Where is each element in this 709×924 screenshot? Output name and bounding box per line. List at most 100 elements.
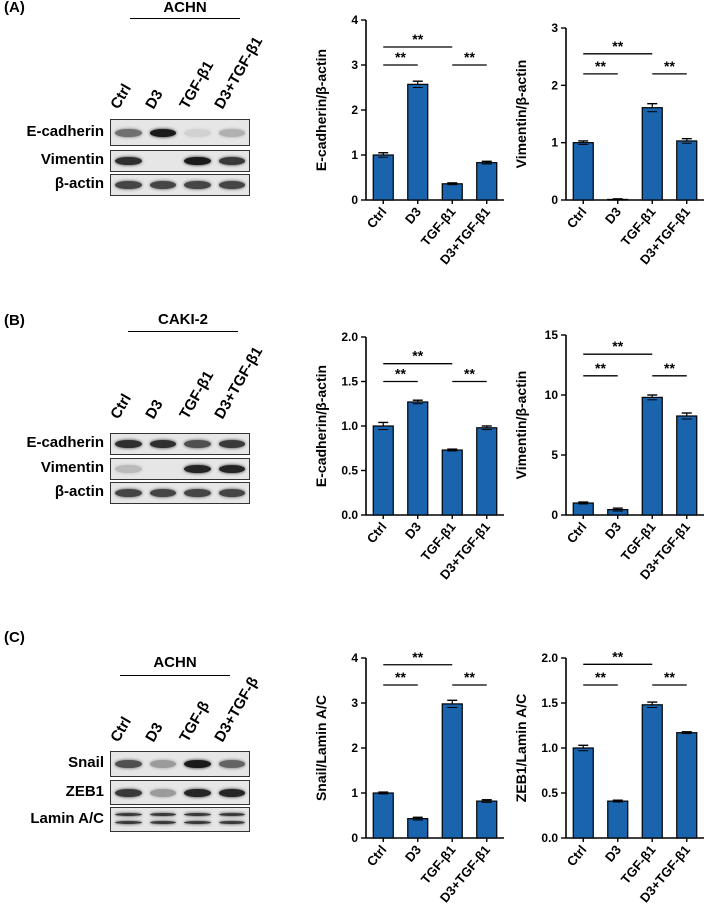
blot-band [115, 465, 142, 473]
blot-band [115, 813, 142, 817]
blot-band [184, 760, 211, 768]
blot-strip [110, 174, 250, 196]
bar [372, 154, 394, 201]
y-tick-label: 2.0 [341, 330, 358, 344]
significance-label: ** [595, 360, 606, 376]
y-tick-label: 0.0 [341, 508, 358, 522]
blot-band [184, 440, 211, 448]
blot-band [115, 788, 142, 797]
significance-label: ** [664, 58, 675, 74]
x-tick-label: Ctrl [564, 204, 590, 231]
y-tick-label: 3 [551, 21, 558, 35]
blot-strip [110, 150, 250, 172]
significance-label: ** [395, 366, 406, 382]
band-label: E-cadherin [26, 122, 104, 140]
blot-band [218, 465, 245, 473]
bar [476, 162, 498, 201]
y-tick-label: 3 [351, 58, 358, 72]
x-tick-label: Ctrl [564, 842, 590, 869]
y-axis-label: ZEB1/Lamin A/C [513, 694, 529, 802]
x-tick-label: Ctrl [364, 842, 390, 869]
blot-band [115, 820, 142, 824]
significance-label: ** [612, 648, 623, 664]
y-axis-label: Vimentin/β-actin [513, 60, 529, 169]
blot-band [149, 788, 176, 797]
panel-letter-a: (A) [4, 0, 25, 16]
blot-band [218, 157, 245, 165]
y-axis-label: E-cadherin/β-actin [313, 49, 329, 171]
lane-label: D3+TGF-β [210, 674, 262, 745]
bar [372, 425, 394, 516]
x-tick-label: D3 [602, 519, 624, 541]
y-tick-label: 0 [351, 831, 358, 845]
y-axis-label: Vimentin/β-actin [513, 371, 529, 480]
band-label: Snail [68, 754, 104, 771]
x-tick-label: D3 [402, 519, 424, 541]
significance-label: ** [412, 31, 423, 47]
y-axis-label: Snail/Lamin A/C [313, 695, 329, 801]
blot-band [115, 489, 142, 497]
blot-strip [110, 458, 250, 480]
bar [676, 140, 698, 201]
blot-band [149, 465, 176, 473]
y-tick-label: 0.5 [541, 786, 558, 800]
blot-band [149, 760, 176, 768]
blot-strip [110, 751, 250, 777]
significance-label: ** [395, 669, 406, 685]
cell-line-rule-b [128, 331, 238, 332]
blot-band [218, 788, 245, 797]
cell-line-label-b: CAKI-2 [157, 311, 208, 328]
band-label: Lamin A/C [30, 809, 104, 827]
significance-label: ** [395, 49, 406, 65]
significance-label: ** [595, 669, 606, 685]
blot-band [184, 813, 211, 817]
lane-label: D3 [141, 719, 167, 745]
blot-band [115, 157, 142, 165]
significance-label: ** [412, 348, 423, 364]
y-tick-label: 0.0 [541, 831, 558, 845]
blot-band [184, 820, 211, 824]
x-tick-label: D3 [602, 842, 624, 864]
blot-band [218, 128, 245, 137]
band-label: β-actin [54, 483, 104, 500]
blot-band [115, 181, 142, 189]
band-label: Vimentin [40, 151, 104, 168]
blot-band [184, 181, 211, 189]
significance-label: ** [612, 338, 623, 354]
lane-label: D3+TGF-β1 [210, 343, 266, 422]
y-tick-label: 4 [351, 651, 358, 665]
lane-label: TGF-β [176, 698, 214, 745]
cell-line-label-c: ACHN [153, 654, 197, 671]
significance-label: ** [464, 49, 475, 65]
x-tick-label: D3 [602, 204, 624, 226]
significance-label: ** [464, 669, 475, 685]
lane-label: Ctrl [107, 81, 135, 112]
significance-label: ** [464, 366, 475, 382]
bar [572, 142, 594, 201]
blot-band [149, 157, 176, 165]
blot-band [149, 820, 176, 824]
lane-label: Ctrl [107, 714, 135, 745]
bar [572, 502, 594, 516]
band-label: Vimentin [40, 459, 104, 476]
y-tick-label: 1 [351, 148, 358, 162]
cell-line-rule-a [130, 18, 240, 19]
blot-band [149, 813, 176, 817]
blot-band [184, 157, 211, 165]
blot-band [184, 489, 211, 497]
bar [641, 704, 663, 839]
bar [572, 747, 594, 839]
blot-band [149, 128, 176, 137]
y-tick-label: 2 [551, 78, 558, 92]
blot-strip [110, 482, 250, 504]
x-tick-label: Ctrl [564, 519, 590, 546]
y-tick-label: 1.0 [541, 741, 558, 755]
blot-band [184, 128, 211, 137]
y-tick-label: 15 [545, 328, 559, 342]
y-tick-label: 1 [551, 136, 558, 150]
band-label: ZEB1 [65, 782, 104, 800]
x-tick-label: D3 [402, 842, 424, 864]
